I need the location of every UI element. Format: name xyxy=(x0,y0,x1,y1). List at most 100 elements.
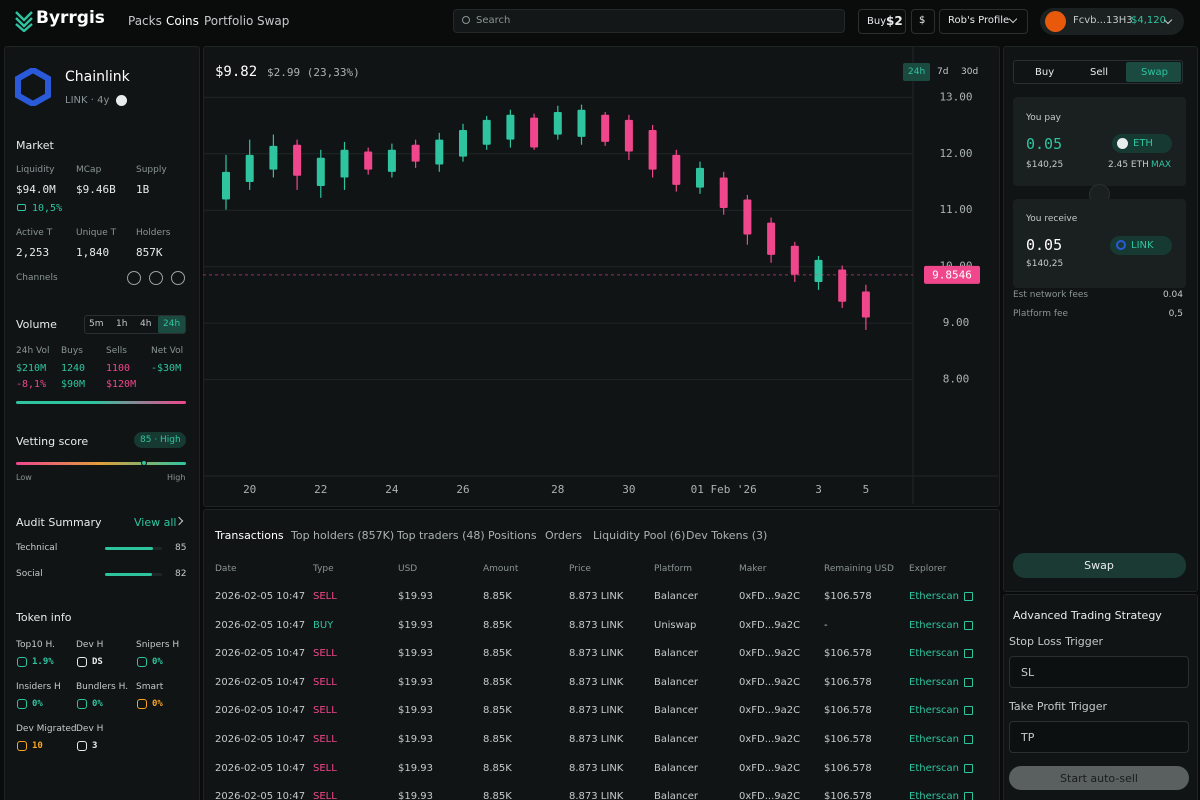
section-title: Market xyxy=(16,139,54,152)
info-icon xyxy=(137,699,147,709)
token-ticker: LINK · 4y xyxy=(65,95,110,106)
swap-button[interactable] xyxy=(1013,553,1186,578)
table-cell: Balancer xyxy=(654,791,698,800)
table-cell: 2026-02-05 10:47 xyxy=(215,591,306,602)
nav-link[interactable]: Swap xyxy=(257,14,290,28)
auto-sell-label[interactable]: Start auto-sell xyxy=(1060,772,1138,785)
table-cell: Balancer xyxy=(654,705,698,717)
table-tab[interactable]: Transactions xyxy=(215,529,284,542)
channel-icon[interactable] xyxy=(149,271,163,285)
external-icon[interactable] xyxy=(964,735,973,744)
table-tab[interactable]: Positions xyxy=(488,529,537,542)
stop-loss-input[interactable] xyxy=(1009,656,1189,688)
wallet-address: Fcvb...13H3 xyxy=(1073,15,1133,26)
profile-button[interactable] xyxy=(939,9,1028,34)
swap-tab[interactable]: Sell xyxy=(1090,67,1109,78)
swap-tab[interactable]: Buy xyxy=(1035,67,1055,78)
left-panel xyxy=(4,46,200,800)
input-placeholder: TP xyxy=(1021,731,1035,744)
range-button[interactable]: 30d xyxy=(961,67,979,77)
table-tab[interactable]: Top traders (48) xyxy=(397,529,485,542)
table-tab[interactable]: Top holders (857K) xyxy=(291,529,395,542)
table-tab[interactable]: Liquidity Pool (6) xyxy=(593,529,686,542)
swap-button-label[interactable]: Swap xyxy=(1084,559,1114,572)
explorer-link[interactable]: Etherscan xyxy=(909,734,960,745)
explorer-link[interactable]: Etherscan xyxy=(909,762,960,774)
explorer-link[interactable]: Etherscan xyxy=(909,791,960,800)
period-button[interactable]: 1h xyxy=(116,319,128,329)
strategy-panel xyxy=(1003,594,1198,800)
table-cell: 8.873 LINK xyxy=(569,762,624,774)
external-icon[interactable] xyxy=(964,592,973,601)
nav-link[interactable]: Coins xyxy=(166,14,199,28)
token-pill[interactable] xyxy=(1112,134,1172,153)
channel-icon[interactable] xyxy=(171,271,185,285)
table-cell: 8.85K xyxy=(483,705,512,717)
explorer-link[interactable]: Etherscan xyxy=(909,705,960,717)
period-button[interactable]: 5m xyxy=(89,319,104,329)
table-cell: 2026-02-05 10:47 xyxy=(215,619,306,631)
fee-label: Est network fees xyxy=(1013,290,1089,300)
info-label: Top10 H. xyxy=(16,640,55,650)
explorer-link[interactable]: Etherscan xyxy=(909,648,960,660)
table-cell: 8.85K xyxy=(483,762,512,774)
channel-icon[interactable] xyxy=(127,271,141,285)
table-cell: Balancer xyxy=(654,648,698,660)
volume-value: $120M xyxy=(106,379,137,390)
table-cell: SELL xyxy=(313,705,337,717)
info-value: 0% xyxy=(152,657,163,667)
table-cell: $19.93 xyxy=(398,591,433,602)
table-cell: $106.578 xyxy=(824,648,872,660)
table-cell: 8.873 LINK xyxy=(569,791,624,800)
explorer-link[interactable]: Etherscan xyxy=(909,676,960,688)
volume-value: $210M xyxy=(16,363,47,374)
external-icon[interactable] xyxy=(964,649,973,659)
table-cell: $19.93 xyxy=(398,676,433,688)
y-tick-label: 9.00 xyxy=(943,316,970,329)
period-button[interactable]: 4h xyxy=(140,319,152,329)
audit-value: 85 xyxy=(175,543,187,553)
volume-header: Net Vol xyxy=(151,346,184,356)
external-icon[interactable] xyxy=(964,763,973,773)
buy-button[interactable] xyxy=(858,9,906,34)
external-icon[interactable] xyxy=(964,677,973,687)
candle-body xyxy=(624,119,633,152)
table-cell: Uniswap xyxy=(654,619,697,631)
view-all-link[interactable]: View all xyxy=(134,516,177,529)
table-cell: 0xFD...9a2C xyxy=(739,762,801,774)
swap-tab[interactable]: Swap xyxy=(1141,67,1169,78)
token-symbol: LINK xyxy=(1131,240,1154,251)
auto-sell-button[interactable] xyxy=(1009,766,1189,790)
candle-body xyxy=(553,111,562,135)
table-tab[interactable]: Orders xyxy=(545,529,582,542)
range-button[interactable]: 7d xyxy=(937,67,949,77)
search-box[interactable] xyxy=(453,9,845,33)
table-cell: 0xFD...9a2C xyxy=(739,591,801,602)
table-cell: SELL xyxy=(313,762,337,774)
token-pill[interactable] xyxy=(1110,236,1172,255)
max-button[interactable]: MAX xyxy=(1151,160,1172,170)
nav-link[interactable]: Portfolio xyxy=(204,14,254,28)
volume-value: -8,1% xyxy=(16,379,47,390)
period-button[interactable]: 24h xyxy=(163,319,181,329)
external-icon[interactable] xyxy=(964,620,973,630)
candle-body xyxy=(530,117,539,148)
column-header: USD xyxy=(398,564,418,574)
take-profit-input[interactable] xyxy=(1009,721,1189,753)
explorer-link[interactable]: Etherscan xyxy=(909,591,960,602)
volume-value: -$30M xyxy=(151,363,182,374)
usd-value: $140,25 xyxy=(1026,160,1064,170)
table-cell: 2026-02-05 10:47 xyxy=(215,762,306,774)
range-button[interactable]: 24h xyxy=(908,67,926,77)
table-tab[interactable]: Dev Tokens (3) xyxy=(686,529,768,542)
candle-body xyxy=(506,114,515,140)
external-icon[interactable] xyxy=(964,706,973,716)
nav-link[interactable]: Packs xyxy=(128,14,162,28)
table-cell: SELL xyxy=(313,676,337,688)
fee-value: 0,5 xyxy=(1168,309,1183,319)
external-icon[interactable] xyxy=(964,792,973,800)
explorer-link[interactable]: Etherscan xyxy=(909,619,960,631)
candle-body xyxy=(245,154,254,182)
info-icon xyxy=(77,657,87,667)
currency-button[interactable] xyxy=(911,9,935,34)
